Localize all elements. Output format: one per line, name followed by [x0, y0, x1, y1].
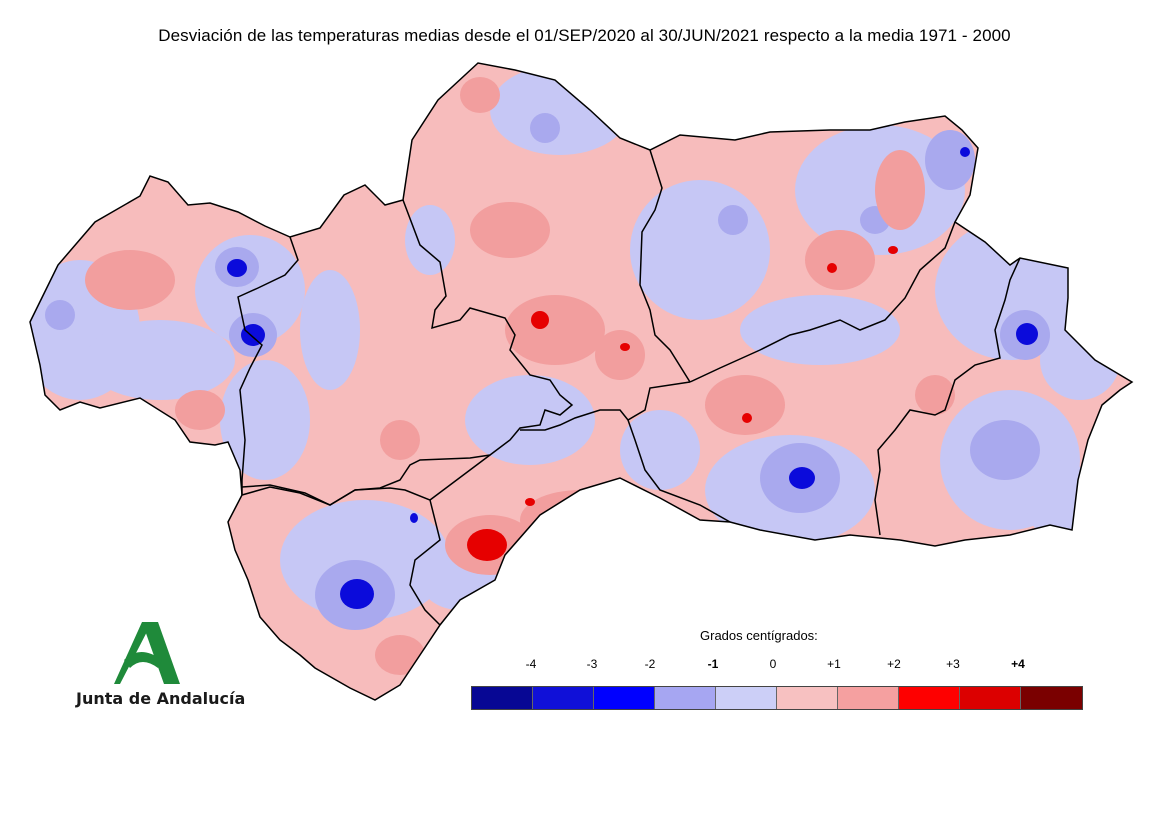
legend-title: Grados centígrados: — [700, 628, 818, 643]
legend-swatch — [716, 687, 777, 709]
legend-tick: +3 — [946, 657, 960, 671]
legend-swatch — [838, 687, 899, 709]
province-borders — [29, 62, 1133, 701]
legend-tick: -1 — [707, 657, 719, 671]
legend-swatch — [533, 687, 594, 709]
legend-swatch — [472, 687, 533, 709]
legend-swatch — [899, 687, 960, 709]
legend-tick: -4 — [525, 657, 537, 671]
logo-text: Junta de Andalucía — [76, 689, 246, 708]
legend-swatch — [1021, 687, 1082, 709]
legend-tick: +4 — [1011, 657, 1025, 671]
legend-color-bar — [471, 686, 1083, 710]
legend-tick: +2 — [887, 657, 901, 671]
legend-tick: -3 — [586, 657, 598, 671]
legend-swatch — [777, 687, 838, 709]
legend-tick: 0 — [769, 657, 777, 671]
legend-swatch — [655, 687, 716, 709]
legend-swatch — [960, 687, 1021, 709]
legend-tick: +1 — [827, 657, 841, 671]
legend-tick: -2 — [644, 657, 656, 671]
legend-swatch — [594, 687, 655, 709]
junta-andalucia-logo-icon — [114, 622, 180, 684]
map-title: Desviación de las temperaturas medias de… — [158, 26, 1011, 45]
